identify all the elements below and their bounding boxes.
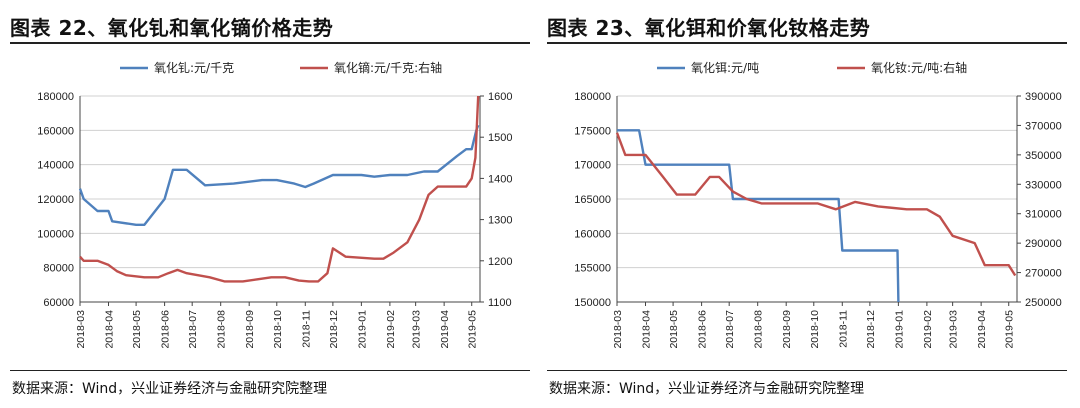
left-yright-tick-label: 1500 [488,132,512,144]
left-x-tick-label: 2018-03 [75,310,87,349]
left-x-tick-label: 2019-03 [411,310,423,349]
right-yright-tick-label: 290000 [1025,238,1062,250]
right-yright-tick-label: 270000 [1025,268,1062,280]
right-legend-label-1: 氧化铒:元/吨 [691,61,759,75]
left-yright-tick-label: 1600 [488,91,512,103]
right-yleft-tick-label: 175000 [574,125,611,137]
right-x-tick-label: 2018-12 [865,310,877,349]
left-yleft-tick-label: 180000 [37,91,74,103]
left-yleft-tick-label: 80000 [43,263,74,275]
left-title-rule [10,42,530,44]
left-legend-label-1: 氧化钆:元/千克 [154,60,234,75]
left-x-tick-label: 2019-02 [385,310,397,349]
left-yleft-tick-label: 60000 [43,297,74,309]
left-yleft-tick-label: 120000 [37,194,74,206]
left-x-tick-label: 2018-07 [187,310,199,349]
right-x-tick-label: 2018-11 [837,310,849,348]
left-x-tick-label: 2018-08 [216,310,228,349]
right-yright-tick-label: 370000 [1025,120,1062,132]
left-x-tick-label: 2019-05 [467,310,479,349]
right-source-rule [547,370,1067,371]
right-source-note: 数据来源：Wind，兴业证券经济与金融研究院整理 [549,381,865,397]
left-yleft-tick-label: 100000 [37,228,74,240]
right-yleft-tick-label: 170000 [574,160,611,172]
right-yleft-tick-label: 160000 [574,228,611,240]
right-x-tick-label: 2018-07 [724,310,736,349]
left-x-tick-label: 2018-10 [272,310,284,349]
right-yleft-tick-label: 155000 [574,263,611,275]
right-x-tick-label: 2019-02 [922,310,934,349]
right-x-tick-label: 2018-05 [668,310,680,349]
right-x-tick-label: 2019-05 [1004,310,1016,349]
left-yleft-tick-label: 140000 [37,160,74,172]
left-x-tick-label: 2018-05 [131,310,143,349]
left-source-note: 数据来源：Wind，兴业证券经济与金融研究院整理 [12,381,328,397]
right-yright-tick-label: 330000 [1025,179,1062,191]
right-x-tick-label: 2018-04 [641,310,653,349]
left-x-tick-label: 2019-01 [356,310,368,349]
left-x-tick-label: 2018-06 [160,310,172,349]
right-x-tick-label: 2018-03 [612,310,624,349]
left-series-line-2 [79,95,480,283]
left-yleft-tick-label: 160000 [37,125,74,137]
left-x-tick-label: 2018-09 [244,310,256,349]
left-yright-tick-label: 1400 [488,173,512,185]
right-legend-label-2: 氧化钕:元/吨:右轴 [871,60,967,75]
right-x-tick-label: 2018-09 [781,310,793,349]
right-x-tick-label: 2019-03 [948,310,960,349]
left-chart-panel: 图表 22、氧化钆和氧化镝价格走势 60000 80000 100000 120000… [10,0,535,408]
left-series-line-1 [78,124,480,226]
right-yright-tick-label: 250000 [1025,297,1062,309]
right-yright-tick-label: 310000 [1025,209,1062,221]
right-series-line-2 [615,132,1017,277]
left-chart: 60000 80000 100000 120000 140000 160000 180000… [10,50,530,372]
right-x-tick-label: 2018-08 [753,310,765,349]
right-x-tick-label: 2019-01 [893,310,905,349]
left-x-tick-label: 2018-04 [104,310,116,349]
right-yright-tick-label: 390000 [1025,91,1062,103]
left-x-tick-label: 2019-04 [439,310,451,349]
left-legend: 氧化钆:元/千克 氧化镝:元/千克:右轴 [120,60,442,75]
left-yright-tick-label: 1200 [488,256,512,268]
right-yright-tick-label: 350000 [1025,150,1062,162]
right-yleft-tick-label: 150000 [574,297,611,309]
right-chart: 150000 155000 160000 165000 170000 175000 1800… [547,50,1067,372]
right-title-rule [547,42,1067,44]
left-yright-tick-label: 1300 [488,215,512,227]
right-chart-panel: 图表 23、氧化铒和价氧化钕格走势 150000 155000 160000 1650… [547,0,1072,408]
left-chart-svg: 60000 80000 100000 120000 140000 160000 180000… [37,60,512,349]
right-yleft-tick-label: 180000 [574,91,611,103]
right-x-tick-label: 2019-04 [976,310,988,349]
right-series-line-1 [617,129,900,303]
left-source-rule [10,370,530,371]
right-x-tick-label: 2018-06 [697,310,709,349]
right-chart-title: 图表 23、氧化铒和价氧化钕格走势 [547,16,871,40]
left-x-tick-label: 2018-11 [300,310,312,348]
left-legend-label-2: 氧化镝:元/千克:右轴 [334,60,442,75]
left-yright-tick-label: 1100 [488,297,512,309]
right-x-tick-label: 2018-10 [809,310,821,349]
left-chart-title: 图表 22、氧化钆和氧化镝价格走势 [10,16,334,40]
right-yleft-tick-label: 165000 [574,194,611,206]
right-legend: 氧化铒:元/吨 氧化钕:元/吨:右轴 [657,60,967,75]
left-x-tick-label: 2018-12 [328,310,340,349]
right-chart-svg: 150000 155000 160000 165000 170000 175000 1800… [574,60,1062,349]
